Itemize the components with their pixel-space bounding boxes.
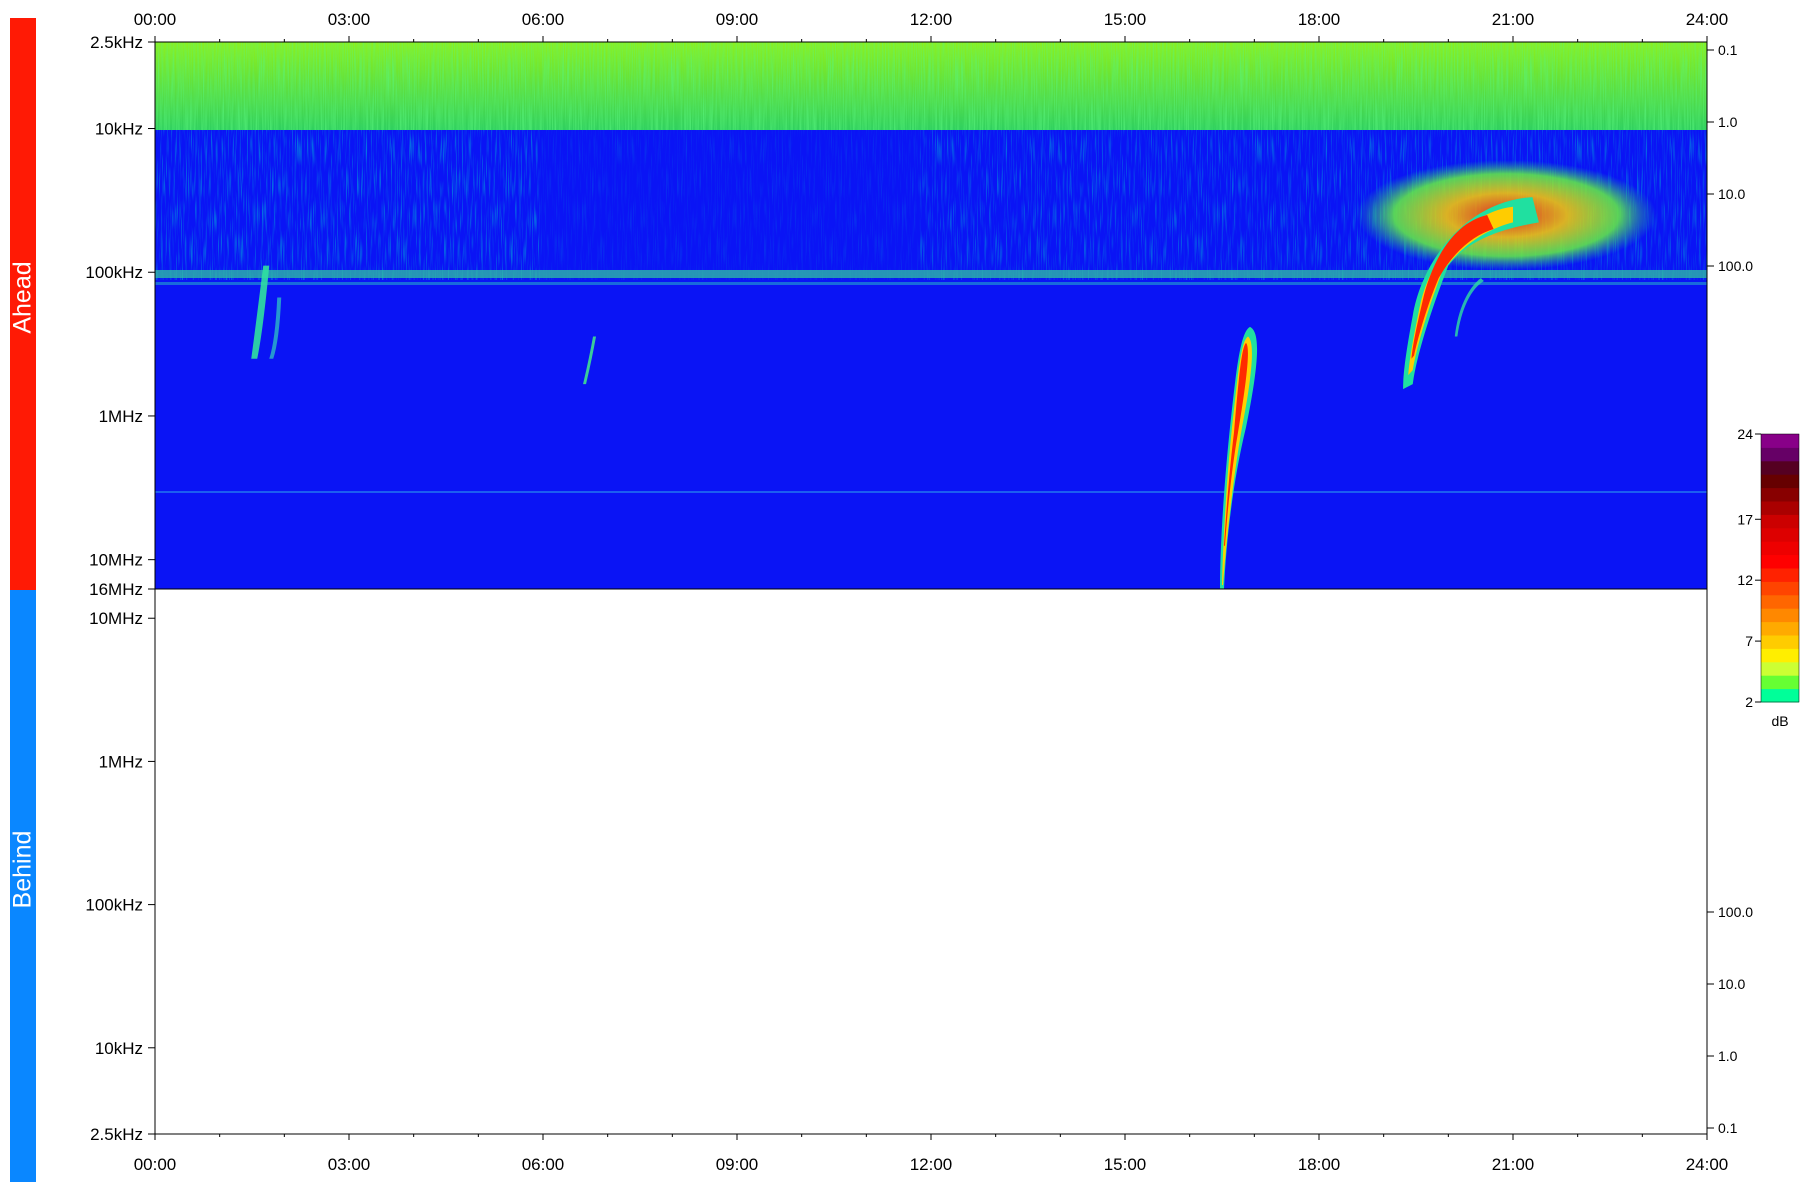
colorbar-swatch (1761, 447, 1799, 462)
x-tick-label-bottom: 00:00 (134, 1155, 177, 1174)
colorbar-swatch (1761, 635, 1799, 649)
ahead-100khz-line (155, 270, 1707, 278)
x-tick-label-bottom: 12:00 (910, 1155, 953, 1174)
y-tick-label-ahead: 10MHz (89, 551, 143, 570)
x-tick-label-top: 24:00 (1686, 10, 1729, 29)
colorbar-tick-label: 24 (1737, 426, 1753, 442)
x-tick-label-top: 06:00 (522, 10, 565, 29)
x-tick-label-top: 21:00 (1492, 10, 1535, 29)
colorbar-swatch (1761, 514, 1799, 529)
x-tick-label-bottom: 21:00 (1492, 1155, 1535, 1174)
x-axis-top: 00:00 03:00 06:00 09:00 12:00 15:00 18:00 21:00… (134, 10, 1729, 42)
right-tick-label-ahead: 10.0 (1718, 186, 1745, 202)
burst-core (1224, 342, 1248, 546)
colorbar-unit: dB (1771, 713, 1788, 729)
x-tick-label-top: 03:00 (328, 10, 371, 29)
y-tick-label-behind: 2.5kHz (90, 1125, 143, 1144)
y-tick-label-ahead: 100kHz (85, 263, 143, 282)
x-axis-bottom: 00:00 03:00 06:00 09:00 12:00 15:00 18:00 21:00… (134, 1134, 1729, 1174)
y-tick-label-ahead: 1MHz (99, 407, 143, 426)
y-tick-label-behind: 10kHz (95, 1039, 143, 1058)
behind-strip: Behind (9, 590, 37, 1182)
y-tick-label-ahead: 10kHz (95, 120, 143, 139)
ahead-top-band-texture (155, 42, 1707, 130)
ahead-noise-mid (540, 130, 920, 280)
burst-core (1411, 215, 1494, 359)
colorbar: 24 17 12 7 2 dB (1737, 426, 1800, 729)
y-tick-label-behind: 10MHz (89, 609, 143, 628)
colorbar-swatch (1761, 688, 1799, 703)
right-tick-label-ahead: 0.1 (1718, 42, 1738, 58)
y-axis-behind: 10MHz 1MHz 100kHz 10kHz 2.5kHz (85, 609, 155, 1144)
ahead-strip: Ahead (9, 18, 37, 590)
colorbar-tick-label: 7 (1745, 633, 1753, 649)
x-tick-label-top: 18:00 (1298, 10, 1341, 29)
x-tick-label-bottom: 03:00 (328, 1155, 371, 1174)
colorbar-swatch (1761, 487, 1799, 502)
right-axis-behind: 100.0 10.0 1.0 0.1 (1707, 904, 1753, 1136)
x-tick-label-bottom: 18:00 (1298, 1155, 1341, 1174)
colorbar-swatch (1761, 568, 1799, 582)
x-tick-label-top: 12:00 (910, 10, 953, 29)
burst-secondary (1454, 278, 1484, 337)
colorbar-tick-label: 2 (1745, 694, 1753, 710)
burst-group (251, 160, 1657, 589)
right-tick-label-ahead: 100.0 (1718, 258, 1753, 274)
right-tick-label-behind: 0.1 (1718, 1120, 1738, 1136)
colorbar-swatch (1761, 527, 1799, 542)
y-tick-label-behind: 100kHz (85, 896, 143, 915)
colorbar-swatch (1761, 474, 1799, 489)
ahead-plot-area (155, 42, 1707, 589)
ahead-noise-left (155, 130, 540, 280)
y-tick-label-ahead: 16MHz (89, 580, 143, 599)
colorbar-swatch (1761, 460, 1799, 475)
colorbar-swatch (1761, 434, 1799, 448)
colorbar-frame (1760, 433, 1800, 703)
ahead-low-noise (155, 470, 1707, 589)
colorbar-swatch (1761, 554, 1799, 569)
burst-mid (1222, 336, 1252, 585)
colorbar-swatch (1761, 501, 1799, 515)
right-tick-label-behind: 1.0 (1718, 1048, 1738, 1064)
colorbar-swatch (1761, 608, 1799, 623)
x-tick-label-bottom: 06:00 (522, 1155, 565, 1174)
right-tick-label-behind: 10.0 (1718, 976, 1745, 992)
colorbar-swatch (1761, 581, 1799, 596)
right-tick-label-behind: 100.0 (1718, 904, 1753, 920)
right-tick-label-ahead: 1.0 (1718, 114, 1738, 130)
x-tick-label-top: 15:00 (1104, 10, 1147, 29)
colorbar-swatch (1761, 541, 1799, 556)
ahead-100khz-line-2 (155, 282, 1707, 285)
colorbar-swatch (1761, 594, 1799, 609)
burst (583, 336, 597, 385)
colorbar-tick-label: 17 (1737, 511, 1753, 527)
x-tick-label-bottom: 09:00 (716, 1155, 759, 1174)
y-axis-ahead: 2.5kHz 10kHz 100kHz 1MHz 10MHz 16MHz (85, 33, 155, 599)
right-axis-ahead: 0.1 1.0 10.0 100.0 (1707, 42, 1753, 274)
y-tick-label-ahead: 2.5kHz (90, 33, 143, 52)
x-tick-label-bottom: 15:00 (1104, 1155, 1147, 1174)
ahead-low-line (155, 491, 1707, 493)
colorbar-swatch (1761, 648, 1799, 663)
burst (251, 265, 270, 359)
y-tick-label-behind: 1MHz (99, 752, 143, 771)
x-tick-label-top: 00:00 (134, 10, 177, 29)
burst (269, 297, 282, 359)
colorbar-swatch (1761, 675, 1799, 690)
colorbar-swatch (1761, 661, 1799, 676)
x-tick-label-top: 09:00 (716, 10, 759, 29)
colorbar-tick-label: 12 (1737, 572, 1753, 588)
colorbar-swatch (1761, 621, 1799, 636)
x-tick-label-bottom: 24:00 (1686, 1155, 1729, 1174)
